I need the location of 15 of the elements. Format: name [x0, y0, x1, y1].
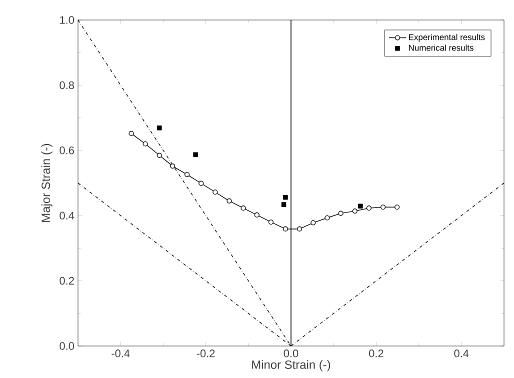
x-tick-label: -0.2 — [196, 350, 215, 358]
x-tick-label: 0.0 — [284, 350, 298, 358]
x-tick-label: 0.4 — [454, 350, 469, 358]
y-tick-label: 0.0 — [60, 342, 74, 350]
x-tick-label: -0.4 — [112, 350, 130, 358]
y-tick-label: 0.2 — [60, 276, 74, 285]
y-axis-title: Major Strain (-) — [41, 144, 52, 222]
y-tick-label: 1.0 — [60, 16, 74, 24]
y-tick-label: 0.4 — [60, 212, 74, 220]
legend-label: Numerical results — [409, 44, 474, 51]
y-tick-label: 0.6 — [60, 146, 74, 154]
x-axis-title: Minor Strain (-) — [252, 360, 330, 372]
x-tick-label: 0.2 — [369, 350, 384, 358]
legend-label: Experimental results — [409, 34, 485, 42]
y-tick-label: 0.8 — [60, 81, 74, 90]
